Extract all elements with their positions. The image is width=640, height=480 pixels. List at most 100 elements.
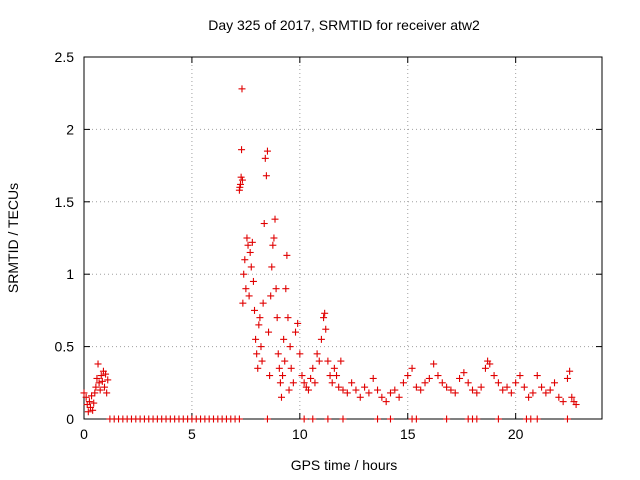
x-tick-label: 5 — [188, 426, 196, 442]
x-tick-label: 20 — [508, 426, 524, 442]
data-point — [460, 369, 468, 377]
data-point — [285, 386, 293, 394]
data-point — [300, 379, 308, 387]
data-point — [298, 372, 306, 380]
data-point — [328, 379, 336, 387]
data-point — [103, 389, 111, 397]
data-point — [326, 372, 334, 380]
data-point — [566, 367, 574, 375]
data-point — [412, 383, 420, 391]
data-point — [477, 383, 485, 391]
data-point — [267, 292, 275, 300]
data-point — [320, 314, 328, 322]
data-point — [309, 364, 317, 372]
data-point — [284, 314, 292, 322]
data-point — [307, 374, 315, 382]
data-point — [343, 389, 351, 397]
data-point — [499, 386, 507, 394]
data-point — [236, 180, 244, 188]
data-point — [247, 263, 255, 271]
data-point — [93, 374, 101, 382]
data-point — [238, 176, 246, 184]
data-point — [386, 415, 394, 423]
data-point — [294, 319, 302, 327]
data-point — [276, 379, 284, 387]
data-point — [527, 415, 535, 423]
data-point — [80, 389, 88, 397]
y-tick-label: 0.5 — [55, 339, 75, 355]
data-point — [490, 372, 498, 380]
y-axis-label: SRMTID / TECUs — [5, 183, 21, 293]
data-point — [356, 393, 364, 401]
data-point — [275, 364, 283, 372]
data-point — [324, 357, 332, 365]
data-point — [494, 415, 502, 423]
x-axis-label: GPS time / hours — [291, 457, 398, 473]
data-point — [352, 386, 360, 394]
data-point — [361, 383, 369, 391]
data-point — [538, 383, 546, 391]
data-point — [257, 343, 265, 351]
data-point — [279, 372, 287, 380]
y-tick-label: 0 — [66, 411, 74, 427]
data-point — [335, 383, 343, 391]
data-point — [94, 360, 102, 368]
data-point — [261, 154, 269, 162]
y-tick-label: 2.5 — [55, 49, 75, 65]
data-point — [529, 389, 537, 397]
data-point — [412, 415, 420, 423]
data-point — [265, 328, 273, 336]
data-point — [256, 314, 264, 322]
data-point — [339, 386, 347, 394]
data-point — [237, 173, 245, 181]
data-point — [259, 299, 267, 307]
data-point — [238, 85, 246, 93]
data-point — [525, 393, 533, 401]
data-point — [563, 374, 571, 382]
data-point — [333, 372, 341, 380]
data-point — [417, 386, 425, 394]
data-point — [292, 328, 300, 336]
data-point — [533, 415, 541, 423]
data-point — [244, 241, 252, 249]
data-point — [434, 372, 442, 380]
data-point — [395, 393, 403, 401]
data-point — [572, 401, 580, 409]
data-point — [322, 325, 330, 333]
data-point — [451, 389, 459, 397]
data-point — [104, 376, 112, 384]
data-point — [287, 364, 295, 372]
data-point — [324, 415, 332, 423]
data-point — [282, 285, 290, 293]
data-point — [516, 372, 524, 380]
data-point — [339, 415, 347, 423]
y-ticks: 0 0.5 1 1.5 2 2.5 — [55, 49, 602, 427]
data-point — [239, 299, 247, 307]
data-point — [269, 241, 277, 249]
data-point — [369, 374, 377, 382]
data-point — [382, 398, 390, 406]
data-point — [568, 393, 576, 401]
data-point — [252, 335, 260, 343]
x-tick-label: 0 — [80, 426, 88, 442]
data-point — [425, 374, 433, 382]
data-point — [90, 399, 98, 407]
data-point — [238, 146, 246, 154]
chart-title: Day 325 of 2017, SRMTID for receiver atw… — [208, 17, 480, 33]
data-point — [253, 350, 261, 358]
data-point — [236, 183, 244, 191]
data-point — [555, 393, 563, 401]
data-point — [443, 415, 451, 423]
data-point — [330, 364, 338, 372]
data-point — [430, 360, 438, 368]
data-point — [270, 234, 278, 242]
data-point — [249, 277, 257, 285]
data-point — [321, 309, 329, 317]
data-point — [386, 389, 394, 397]
data-point — [464, 379, 472, 387]
x-ticks: 0 5 10 15 20 — [80, 57, 524, 442]
x-tick-label: 10 — [292, 426, 308, 442]
data-point — [254, 364, 262, 372]
data-point — [245, 292, 253, 300]
